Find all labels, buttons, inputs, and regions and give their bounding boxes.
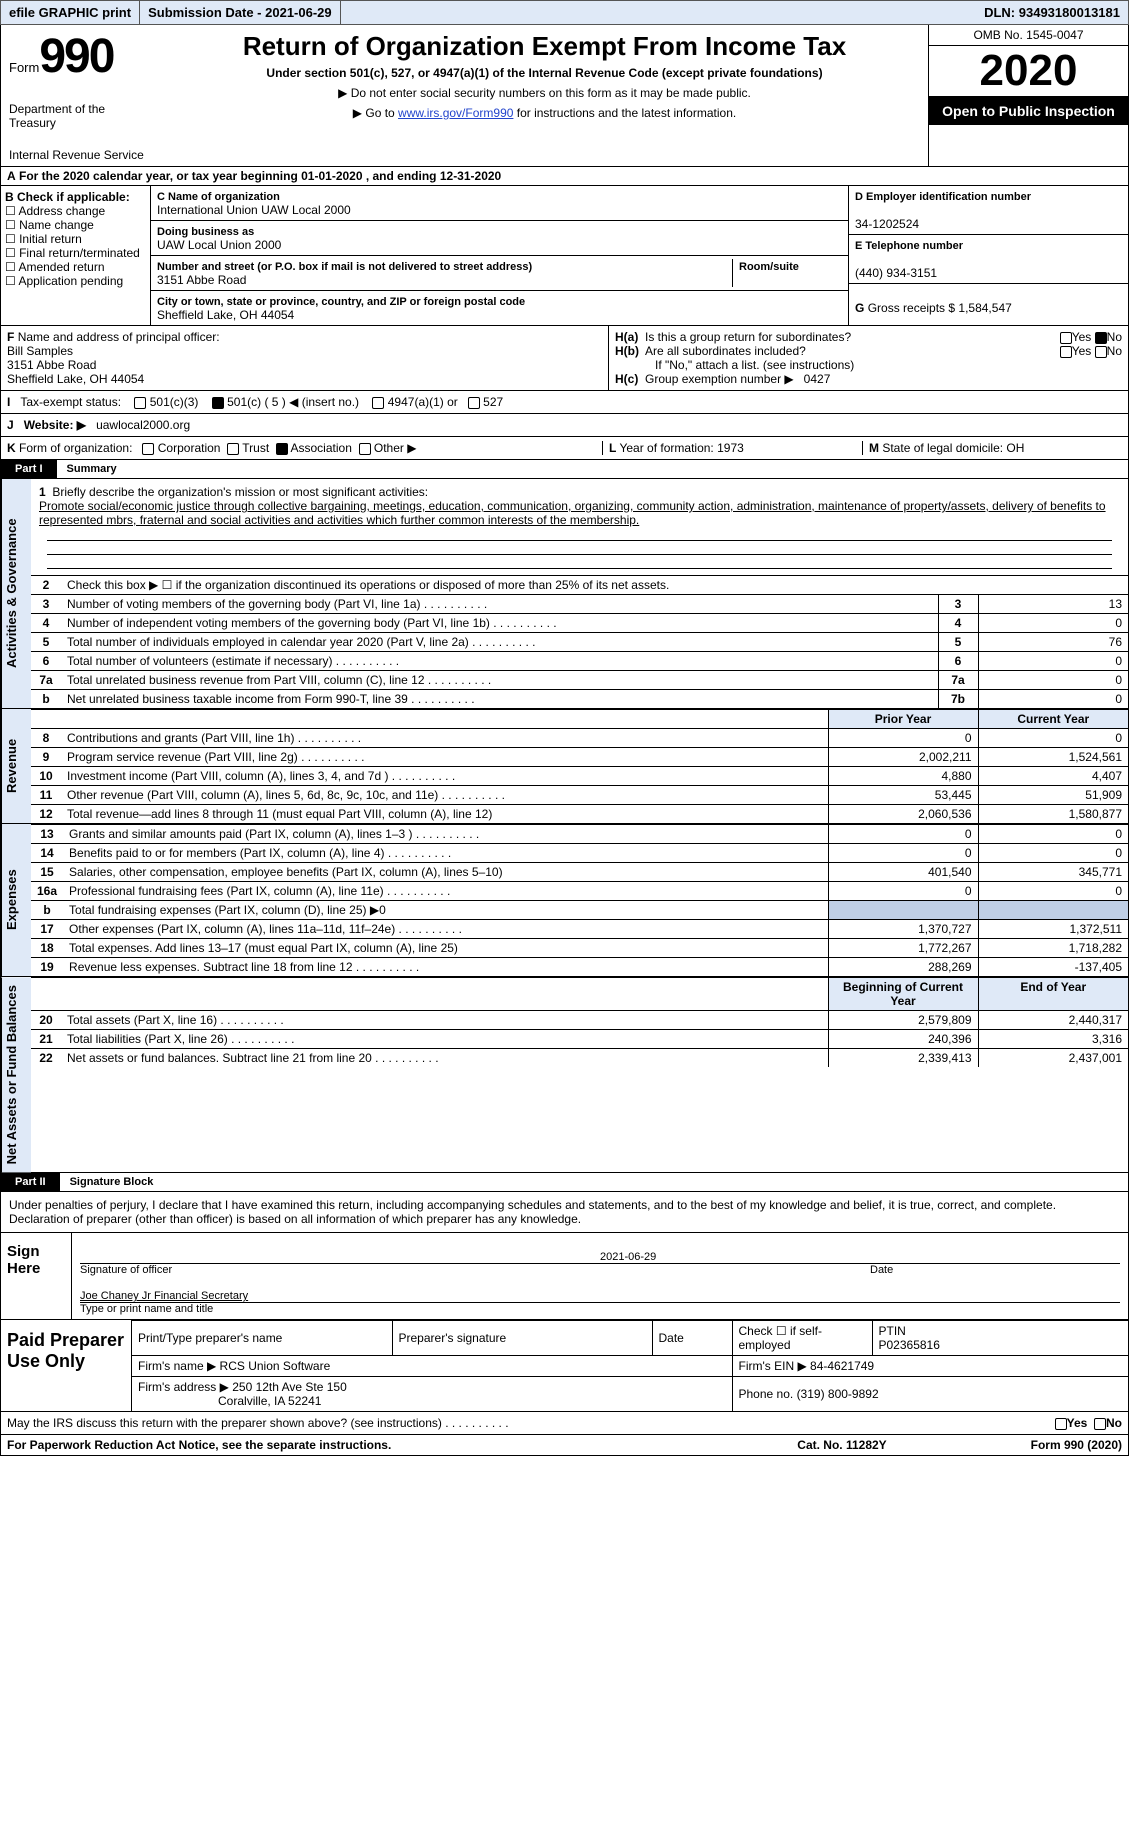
form-word: Form [9,60,39,75]
officer-print-name: Joe Chaney Jr Financial Secretary [80,1290,1120,1302]
org-name: International Union UAW Local 2000 [157,203,351,217]
arrow-note-1: ▶ Do not enter social security numbers o… [171,86,918,100]
pra-notice: For Paperwork Reduction Act Notice, see … [7,1438,742,1452]
part1-tag: Part I [1,460,57,478]
sign-date: 2021-06-29 [600,1251,1120,1263]
gross-receipts: 1,584,547 [958,301,1011,315]
subdate: 2021-06-29 [265,5,332,20]
dept-treasury: Department of the Treasury [9,102,153,130]
dba-name: UAW Local Union 2000 [157,238,281,252]
association-checkbox [276,443,288,455]
firm-ein: 84-4621749 [810,1359,874,1373]
form-number: 990 [39,30,113,83]
efile-label: efile GRAPHIC print [9,5,131,20]
dept-irs: Internal Revenue Service [9,148,153,162]
part2-title: Signature Block [60,1173,164,1191]
ein: 34-1202524 [855,217,919,231]
dln-value: 93493180013181 [1019,5,1120,20]
vlabel-revenue: Revenue [1,709,31,823]
form-subtitle: Under section 501(c), 527, or 4947(a)(1)… [171,66,918,80]
officer-name: Bill Samples [7,344,73,358]
form-title: Return of Organization Exempt From Incom… [171,31,918,62]
top-bar: efile GRAPHIC print Submission Date - 20… [0,0,1129,25]
dln-label: DLN: [984,5,1015,20]
header: Form990 Department of the Treasury Inter… [0,25,1129,167]
ptin: P02365816 [879,1338,940,1352]
vlabel-net: Net Assets or Fund Balances [1,977,31,1172]
firm-name: RCS Union Software [220,1359,331,1373]
perjury-declaration: Under penalties of perjury, I declare th… [0,1192,1129,1233]
sign-here-label: Sign Here [1,1233,71,1319]
omb-number: OMB No. 1545-0047 [929,25,1128,46]
firm-addr1: 250 12th Ave Ste 150 [232,1380,347,1394]
calendar-year-line: A For the 2020 calendar year, or tax yea… [0,167,1129,186]
street-address: 3151 Abbe Road [157,273,246,287]
check-applicable-label: Check if applicable: [17,190,130,204]
group-exemption: 0427 [804,372,831,386]
instructions-link[interactable]: www.irs.gov/Form990 [398,106,513,120]
website: uawlocal2000.org [96,418,190,432]
part2-tag: Part II [1,1173,60,1191]
line3-val: 13 [978,595,1128,614]
cat-number: Cat. No. 11282Y [742,1438,942,1452]
state-domicile: OH [1006,441,1024,455]
subdate-label: Submission Date - [148,5,261,20]
city-state-zip: Sheffield Lake, OH 44054 [157,308,294,322]
tax-year: 2020 [929,46,1128,97]
preparer-phone: (319) 800-9892 [797,1387,879,1401]
vlabel-governance: Activities & Governance [1,479,31,708]
501c5-checkbox [212,397,224,409]
telephone: (440) 934-3151 [855,266,937,280]
open-inspection: Open to Public Inspection [929,97,1128,125]
firm-addr2: Coralville, IA 52241 [218,1394,321,1408]
vlabel-expenses: Expenses [1,824,31,976]
mission-text: Promote social/economic justice through … [39,499,1106,527]
paid-preparer-label: Paid Preparer Use Only [1,1320,131,1411]
year-formation: 1973 [717,441,744,455]
part1-title: Summary [57,460,127,478]
form-footer: Form 990 (2020) [942,1438,1122,1452]
group-return-no-checkbox [1095,332,1107,344]
